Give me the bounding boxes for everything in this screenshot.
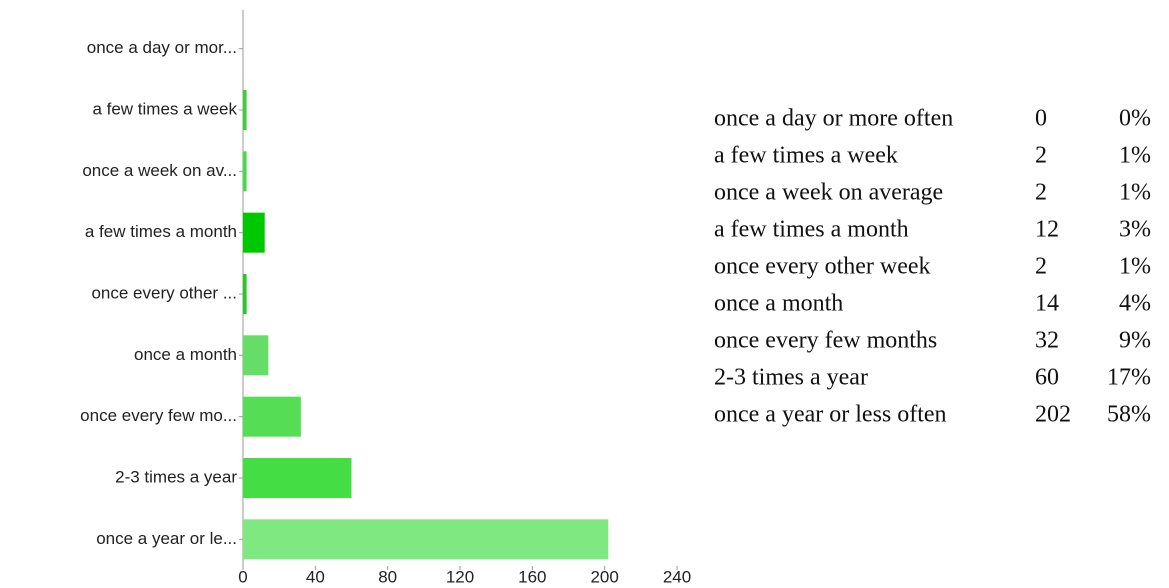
x-tick-label: 40 [306, 567, 325, 586]
table-name: once a year or less often [714, 402, 947, 428]
x-tick-label: 240 [663, 567, 691, 586]
x-tick-label: 160 [518, 567, 546, 586]
table-name: once a week on average [714, 180, 943, 206]
table-percent: 17% [1107, 365, 1151, 391]
table-percent: 9% [1119, 328, 1151, 354]
table-percent: 1% [1119, 254, 1151, 280]
bar [243, 335, 269, 376]
y-tick-label: 2-3 times a year [115, 467, 237, 486]
x-tick-label: 200 [590, 567, 618, 586]
y-tick-label: a few times a month [85, 222, 237, 241]
x-tick-label: 80 [378, 567, 397, 586]
table-name: once a day or more often [714, 106, 953, 132]
x-tick-label: 120 [446, 567, 474, 586]
y-tick-label: a few times a week [92, 99, 237, 118]
table-name: once a month [714, 291, 843, 317]
bar [243, 458, 352, 498]
table-name: once every few months [714, 328, 937, 354]
table-count: 0 [1035, 106, 1047, 132]
table-count: 2 [1035, 180, 1047, 206]
table-percent: 1% [1119, 143, 1151, 169]
y-tick-label: once a week on av... [82, 161, 237, 180]
table-count: 202 [1035, 402, 1071, 428]
table-name: a few times a month [714, 217, 909, 243]
bar [243, 151, 247, 192]
table-name: once every other week [714, 254, 931, 280]
table-percent: 1% [1119, 180, 1151, 206]
table-count: 2 [1035, 254, 1047, 280]
y-tick-label: once a day or mor... [87, 38, 237, 57]
y-tick-label: once every other ... [91, 283, 237, 302]
bar [243, 212, 265, 253]
y-tick-label: once every few mo... [80, 406, 237, 425]
table-percent: 3% [1119, 217, 1151, 243]
table-percent: 0% [1119, 106, 1151, 132]
table-percent: 58% [1107, 402, 1151, 428]
table-name: a few times a week [714, 143, 898, 169]
bar [243, 396, 301, 437]
bar [243, 274, 247, 314]
table-count: 2 [1035, 143, 1047, 169]
table-count: 14 [1035, 291, 1059, 317]
table-percent: 4% [1119, 291, 1151, 317]
table-count: 12 [1035, 217, 1059, 243]
table-count: 60 [1035, 365, 1059, 391]
bar [243, 519, 609, 560]
table-name: 2-3 times a year [714, 365, 868, 391]
table-count: 32 [1035, 328, 1059, 354]
y-tick-label: once a month [134, 345, 237, 364]
y-tick-label: once a year or le... [96, 529, 237, 548]
bar [243, 90, 247, 130]
x-tick-label: 0 [238, 567, 247, 586]
